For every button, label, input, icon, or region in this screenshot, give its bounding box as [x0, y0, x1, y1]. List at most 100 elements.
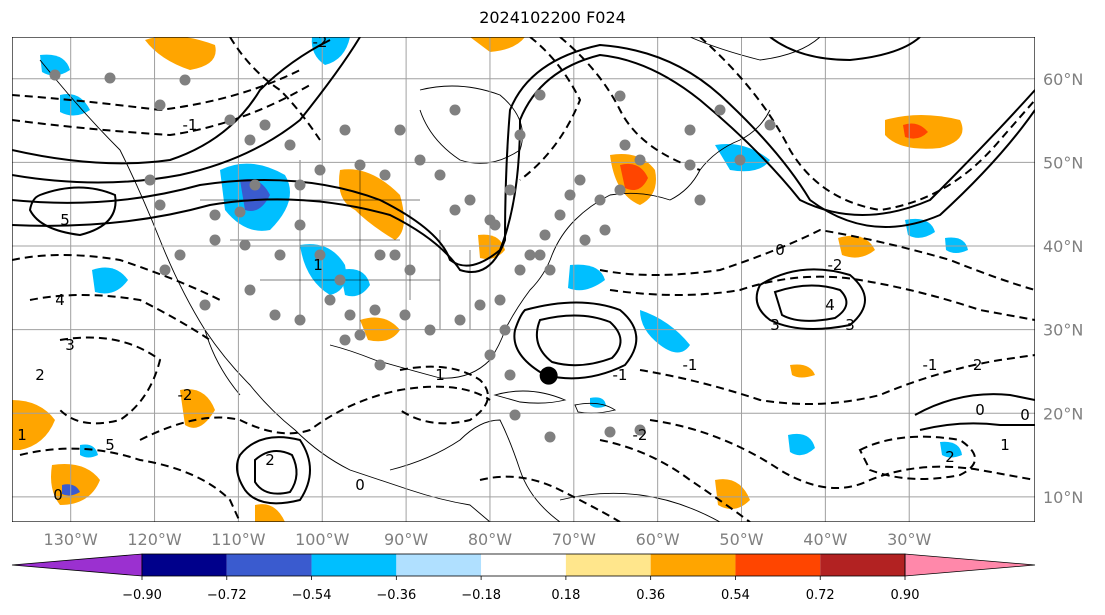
shade-orange: [470, 37, 525, 52]
station-dot: [354, 159, 366, 171]
shade-blue: [940, 441, 962, 458]
station-dot: [404, 264, 416, 276]
station-dot: [504, 369, 516, 381]
station-dot: [209, 234, 221, 246]
contour-label: 1: [1000, 436, 1010, 454]
colorbar-segment: [820, 554, 905, 576]
station-dot: [209, 209, 221, 221]
contour-label: -1: [183, 116, 198, 134]
station-dot: [104, 72, 116, 84]
station-dot: [344, 309, 356, 321]
colorbar-extend-high: [904, 553, 1036, 577]
colorbar-segment: [650, 554, 736, 576]
station-dot: [334, 274, 346, 286]
shade-orange: [339, 169, 404, 240]
contour-dashed: [12, 84, 311, 137]
station-dot: [314, 164, 326, 176]
station-dot: [449, 104, 461, 116]
station-dot: [694, 194, 706, 206]
colorbar: −0.90 −0.72 −0.54 −0.36 −0.18 0.18 0.36 0.54 0.7…: [11, 553, 1036, 603]
contour-label: 0: [53, 486, 63, 504]
station-dot: [499, 324, 511, 336]
lat-label: 10°N: [1043, 488, 1083, 507]
contour-dashed: [609, 275, 1035, 321]
shade-orange: [12, 400, 55, 450]
station-dot: [389, 249, 401, 261]
station-dot: [634, 154, 646, 166]
station-dot: [539, 229, 551, 241]
contour-dashed: [399, 365, 489, 425]
colorbar-segment: [735, 554, 821, 576]
station-dot: [249, 179, 261, 191]
colorbar-tick-label: −0.72: [207, 588, 247, 603]
station-dot: [489, 219, 501, 231]
station-dot: [554, 209, 566, 221]
shade-darkblue: [240, 179, 270, 211]
contour-solid-high: [513, 301, 638, 380]
contour-solid-high: [536, 314, 622, 367]
lon-label: 80°W: [468, 530, 512, 549]
station-dot: [339, 124, 351, 136]
station-dot: [154, 199, 166, 211]
contour-label: 1: [435, 366, 445, 384]
gridlines: [12, 37, 1035, 522]
shade-red: [620, 163, 648, 191]
latitude-labels: 60°N 50°N 40°N 30°N 20°N 10°N: [1043, 70, 1083, 507]
coastline-north-america: [39, 59, 491, 522]
colorbar-tick-label: −0.18: [461, 588, 501, 603]
contour-dashed: [59, 336, 162, 425]
coastline-baja: [204, 329, 241, 396]
contour-solid: [769, 37, 921, 62]
contour-label: -2: [968, 356, 983, 374]
contour-solid: [914, 393, 1035, 416]
colorbar-tick-label: 0.18: [551, 588, 580, 603]
contour-label: -2: [633, 426, 648, 444]
station-dot: [154, 99, 166, 111]
station-dot: [324, 294, 336, 306]
station-dot: [369, 304, 381, 316]
lon-label: 40°W: [803, 530, 847, 549]
station-dot: [394, 124, 406, 136]
colorbar-extend-low: [11, 553, 143, 577]
station-dot: [604, 426, 616, 438]
station-dot: [269, 309, 281, 321]
shade-blue: [945, 237, 968, 253]
shade-blue: [568, 264, 605, 291]
station-dot: [764, 119, 776, 131]
longitude-labels: 130°W 120°W 110°W 100°W 90°W 80°W 70°W 60°W 50°W…: [44, 530, 932, 549]
contour-solid: [28, 186, 117, 237]
station-dot: [734, 154, 746, 166]
station-dot: [294, 179, 306, 191]
contour-label: 4: [825, 296, 835, 314]
map-title: 2024102200 F024: [479, 8, 626, 27]
colorbar-segment: [226, 554, 312, 576]
contour-dashed: [12, 254, 221, 301]
station-dot: [514, 264, 526, 276]
station-dot: [199, 299, 211, 311]
lat-label: 40°N: [1043, 237, 1083, 256]
shade-blue: [590, 397, 606, 408]
lon-label: 50°W: [719, 530, 763, 549]
contour-label: -1: [923, 356, 938, 374]
contour-label: 3: [770, 316, 780, 334]
colorbar-segment: [481, 554, 566, 576]
contour-label: 1: [313, 256, 323, 274]
contour-solid-low: [235, 436, 311, 505]
shade-orange: [145, 37, 216, 70]
station-dot: [414, 154, 426, 166]
contour-label: 0: [355, 476, 365, 494]
contours-dashed: [12, 37, 1035, 522]
contour-dashed: [599, 439, 751, 522]
south-america: [559, 492, 721, 522]
coastline-gulf: [329, 329, 506, 379]
contour-dashed: [699, 37, 1035, 212]
station-dot: [614, 90, 626, 102]
contour-label: 5: [105, 436, 115, 454]
contour-label: -1: [683, 356, 698, 374]
contour-solid-low: [254, 450, 298, 495]
colorbar-segment: [565, 554, 651, 576]
contour-label: 0: [775, 241, 785, 259]
contour-dashed: [519, 37, 582, 181]
